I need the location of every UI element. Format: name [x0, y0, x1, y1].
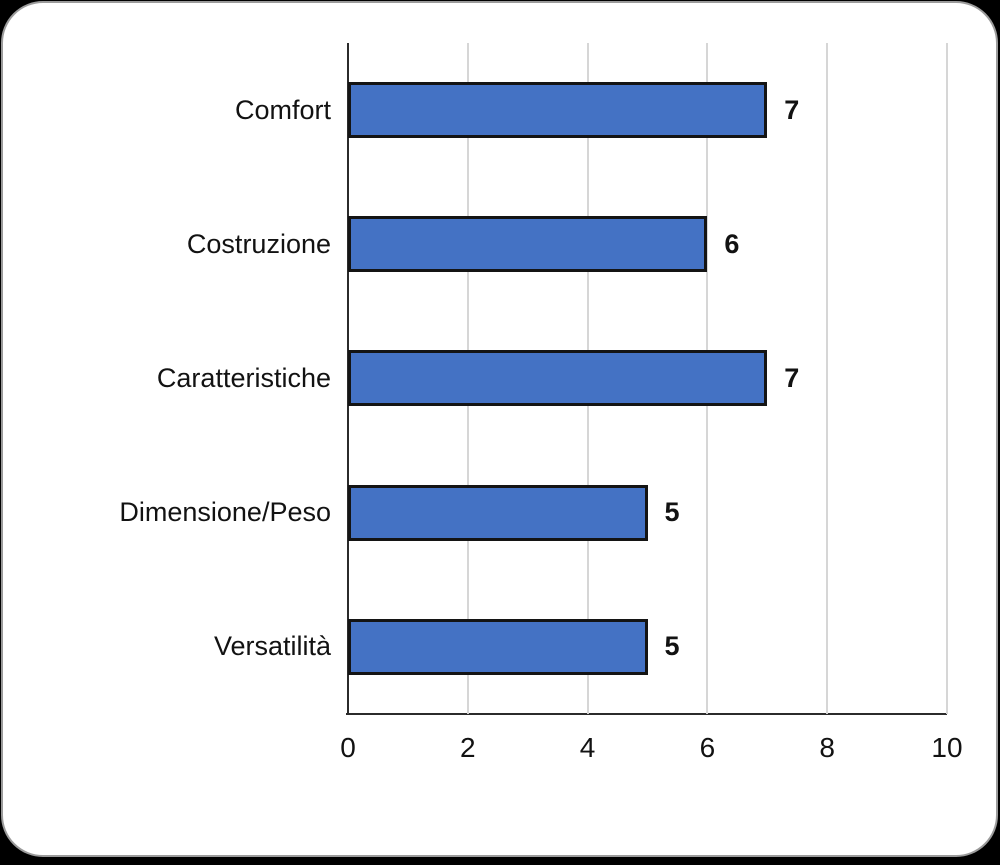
category-label: Caratteristiche	[156, 362, 331, 393]
category-label: Dimensione/Peso	[119, 497, 331, 528]
category-label: Costruzione	[186, 228, 331, 259]
x-axis-labels: 0 2 4 6 8 10	[340, 729, 962, 767]
bar	[348, 484, 648, 541]
x-tick-label: 4	[579, 732, 596, 763]
bar	[348, 82, 768, 138]
bar-value-label: 6	[724, 228, 740, 259]
x-tick-label: 10	[931, 732, 963, 763]
bar-value-label: 5	[664, 631, 680, 662]
gridline	[946, 43, 948, 714]
x-tick-label: 6	[699, 732, 716, 763]
bar-value-label: 7	[784, 94, 800, 125]
bar-value-label: 7	[784, 362, 800, 393]
bar-row: 5	[348, 446, 947, 580]
bar-value-label: 5	[664, 497, 680, 528]
bar-row: 7	[348, 311, 947, 445]
x-tick-label: 8	[819, 732, 835, 763]
bar-row: 5	[348, 580, 947, 714]
bar	[348, 618, 648, 675]
bar	[348, 350, 768, 407]
bar-row: 6	[348, 177, 947, 311]
bars-layer: 7 6 7 5 5	[348, 43, 947, 714]
x-tick-label: 2	[460, 732, 476, 763]
category-label: Comfort	[234, 94, 331, 125]
category-label: Versatilità	[213, 631, 331, 662]
x-axis-line	[346, 713, 947, 715]
bar	[348, 216, 708, 273]
category-labels: Comfort Costruzione Caratteristiche Dimensi…	[3, 43, 331, 714]
bar-row: 7	[348, 43, 947, 177]
gridline	[826, 43, 829, 714]
x-tick-label: 0	[340, 732, 356, 763]
